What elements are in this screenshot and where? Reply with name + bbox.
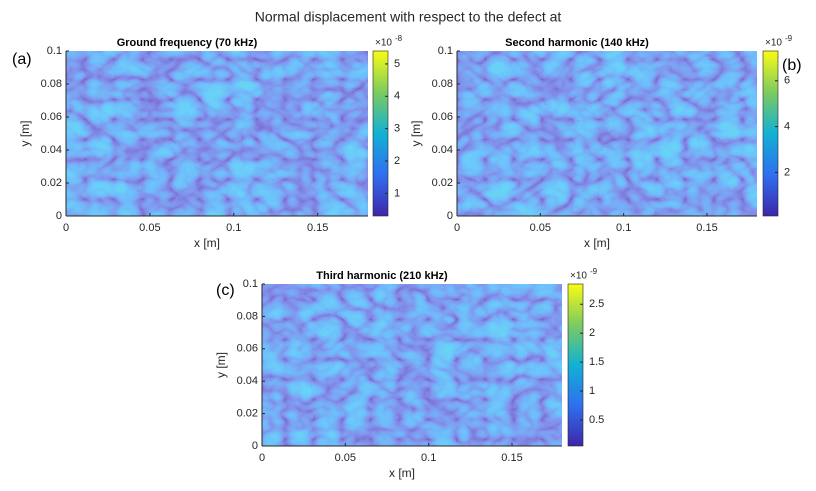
y-tick-label: 0.02	[432, 177, 453, 189]
colorbar-multiplier: ×10	[765, 38, 782, 49]
y-tick-label: 0	[56, 210, 62, 222]
field	[262, 284, 562, 446]
chart-title: Third harmonic (210 kHz)	[316, 270, 448, 282]
y-tick-label: 0.02	[237, 408, 258, 420]
chart-title: Ground frequency (70 kHz)	[117, 37, 258, 49]
x-tick-label: 0	[259, 452, 265, 464]
colorbar-multiplier: ×10	[375, 38, 392, 49]
colorbar-exponent: -8	[395, 34, 403, 43]
chart-title: Second harmonic (140 kHz)	[505, 37, 649, 49]
x-axis-label: x [m]	[389, 466, 415, 480]
x-tick-label: 0.1	[226, 222, 241, 234]
y-tick-label: 0.08	[237, 310, 258, 322]
colorbar	[567, 283, 584, 447]
colorbar-tick-label: 2.5	[589, 298, 604, 310]
y-tick-label: 0.06	[432, 111, 453, 123]
colorbar-tick-label: 5	[394, 58, 400, 70]
x-tick-label: 0.1	[421, 452, 436, 464]
x-tick-label: 0	[454, 222, 460, 234]
x-tick-label: 0.15	[307, 222, 328, 234]
y-tick-label: 0.02	[41, 177, 62, 189]
x-tick-label: 0.1	[616, 222, 631, 234]
colorbar-tick-label: 2	[394, 155, 400, 167]
x-tick-label: 0.15	[696, 222, 717, 234]
colorbar-tick-label: 2	[784, 166, 790, 178]
x-tick-label: 0.15	[501, 452, 522, 464]
field	[457, 51, 757, 216]
colorbar-tick-label: 1	[394, 187, 400, 199]
y-tick-label: 0.1	[438, 45, 453, 57]
y-axis-label: y [m]	[409, 121, 423, 147]
colorbar	[762, 50, 779, 217]
y-tick-label: 0.1	[47, 45, 62, 57]
colorbar-tick-label: 1.5	[589, 356, 604, 368]
panel-label: (c)	[216, 282, 235, 299]
x-axis-label: x [m]	[584, 236, 610, 250]
colorbar-multiplier: ×10	[570, 271, 587, 282]
x-tick-label: 0.05	[139, 222, 160, 234]
panel-label: (b)	[782, 57, 802, 74]
colorbar-tick-label: 3	[394, 123, 400, 135]
panel-label: (a)	[12, 51, 32, 68]
y-tick-label: 0.04	[237, 375, 258, 387]
y-tick-label: 0.04	[432, 144, 453, 156]
y-tick-label: 0.1	[243, 278, 258, 290]
y-tick-label: 0.06	[41, 111, 62, 123]
y-axis-label: y [m]	[214, 352, 228, 378]
y-tick-label: 0.08	[41, 78, 62, 90]
colorbar-exponent: -9	[785, 34, 793, 43]
colorbar-tick-label: 1	[589, 385, 595, 397]
colorbar-tick-label: 6	[784, 75, 790, 87]
x-tick-label: 0.05	[530, 222, 551, 234]
y-tick-label: 0	[447, 210, 453, 222]
colorbar-tick-label: 4	[394, 90, 400, 102]
y-tick-label: 0.04	[41, 144, 62, 156]
y-tick-label: 0.08	[432, 78, 453, 90]
colorbar	[372, 50, 389, 217]
colorbar-tick-label: 2	[589, 327, 595, 339]
y-tick-label: 0	[252, 440, 258, 452]
x-axis-label: x [m]	[194, 236, 220, 250]
x-tick-label: 0.05	[335, 452, 356, 464]
figure-title: Normal displacement with respect to the …	[255, 9, 562, 25]
colorbar-tick-label: 0.5	[589, 414, 604, 426]
field	[66, 51, 368, 216]
x-tick-label: 0	[63, 222, 69, 234]
y-tick-label: 0.06	[237, 343, 258, 355]
y-axis-label: y [m]	[18, 121, 32, 147]
colorbar-tick-label: 4	[784, 121, 790, 133]
colorbar-exponent: -9	[590, 267, 598, 276]
